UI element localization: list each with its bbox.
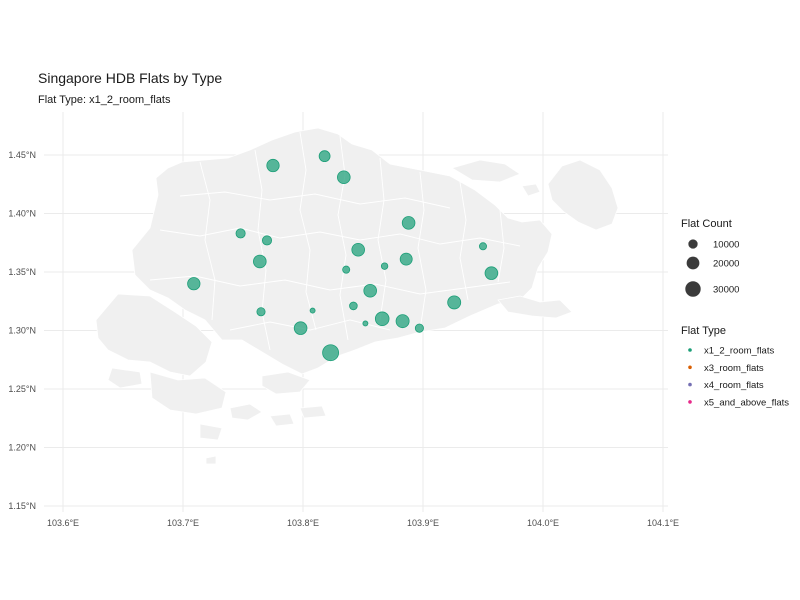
singapore-land-map	[95, 127, 619, 465]
jurong-island-shape	[149, 371, 227, 415]
chart-title: Singapore HDB Flats by Type	[38, 70, 223, 86]
data-point	[380, 262, 389, 270]
data-point	[401, 216, 416, 230]
x-tick-label: 104.0°E	[527, 518, 559, 528]
data-point	[374, 311, 390, 327]
x-tick-label: 103.7°E	[167, 518, 199, 528]
data-points	[187, 150, 499, 362]
color-legend-label: x5_and_above_flats	[704, 397, 789, 408]
color-legend-key	[688, 400, 692, 404]
color-legend-key	[688, 382, 692, 387]
color-legend-label: x4_room_flats	[704, 380, 764, 391]
data-point	[318, 150, 331, 163]
data-point	[256, 307, 266, 317]
data-point	[253, 254, 267, 269]
pulau-tekong-shape	[547, 159, 619, 231]
color-legend-label: x3_room_flats	[704, 363, 764, 374]
data-point	[342, 265, 351, 274]
size-legend-label: 20000	[713, 259, 739, 270]
data-point	[266, 158, 280, 173]
data-point	[395, 314, 410, 329]
size-legend-key	[688, 239, 698, 249]
sw-islet-shape	[199, 423, 223, 441]
chart-subtitle: Flat Type: x1_2_room_flats	[38, 94, 171, 106]
data-point	[484, 266, 499, 280]
data-point	[235, 228, 246, 239]
data-point	[351, 243, 365, 257]
y-tick-label: 1.20°N	[8, 443, 36, 453]
size-legend-label: 30000	[713, 285, 739, 296]
pulau-ubin-shape	[451, 159, 521, 183]
color-legend-key	[688, 365, 692, 370]
data-point	[399, 252, 413, 266]
y-tick-label: 1.15°N	[8, 501, 36, 511]
sw-islet-shape	[107, 367, 143, 389]
sentosa-shape	[261, 371, 311, 395]
x-tick-label: 103.9°E	[407, 518, 439, 528]
planning-area-boundaries	[149, 131, 521, 351]
western-reclaimed-shape	[95, 293, 213, 377]
data-point	[349, 301, 358, 311]
south-islet-shape	[205, 455, 217, 465]
main-island-shape	[131, 127, 553, 375]
size-legend-label: 10000	[713, 240, 739, 251]
color-legend-label: x1_2_room_flats	[704, 346, 774, 357]
data-point	[479, 242, 487, 251]
x-tick-label: 104.1°E	[647, 518, 679, 528]
data-point	[337, 170, 351, 184]
color-legend-key	[688, 348, 692, 352]
y-tick-label: 1.45°N	[8, 150, 36, 160]
data-point	[309, 307, 316, 314]
color-legend-title: Flat Type	[681, 325, 726, 337]
y-tick-label: 1.35°N	[8, 267, 36, 277]
data-point	[293, 321, 308, 335]
south-islet-shape	[269, 413, 295, 427]
ne-islet-shape	[521, 183, 541, 197]
east-coast-shape	[497, 295, 573, 319]
legend: Flat Count 10000 20000 30000 Flat Type x1_2_r…	[681, 218, 789, 408]
size-legend-title: Flat Count	[681, 218, 732, 230]
y-tick-label: 1.40°N	[8, 209, 36, 219]
y-tick-label: 1.25°N	[8, 384, 36, 394]
y-tick-label: 1.30°N	[8, 326, 36, 336]
south-islet-shape	[299, 405, 327, 419]
data-point	[363, 283, 377, 298]
data-point	[261, 235, 273, 246]
data-point	[447, 295, 462, 310]
axes: 103.6°E 103.7°E 103.8°E 103.9°E 104.0°E 104.1…	[8, 150, 679, 528]
data-point	[322, 344, 340, 362]
data-point	[362, 320, 369, 327]
x-tick-label: 103.8°E	[287, 518, 319, 528]
data-point	[187, 277, 201, 291]
size-legend-key	[686, 256, 700, 270]
x-tick-label: 103.6°E	[47, 518, 79, 528]
size-legend-key	[685, 281, 701, 297]
south-islet-shape	[229, 403, 263, 421]
data-point	[414, 323, 424, 333]
